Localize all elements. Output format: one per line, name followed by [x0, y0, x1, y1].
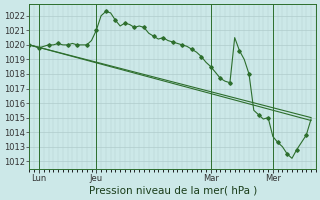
X-axis label: Pression niveau de la mer( hPa ): Pression niveau de la mer( hPa ): [89, 186, 257, 196]
